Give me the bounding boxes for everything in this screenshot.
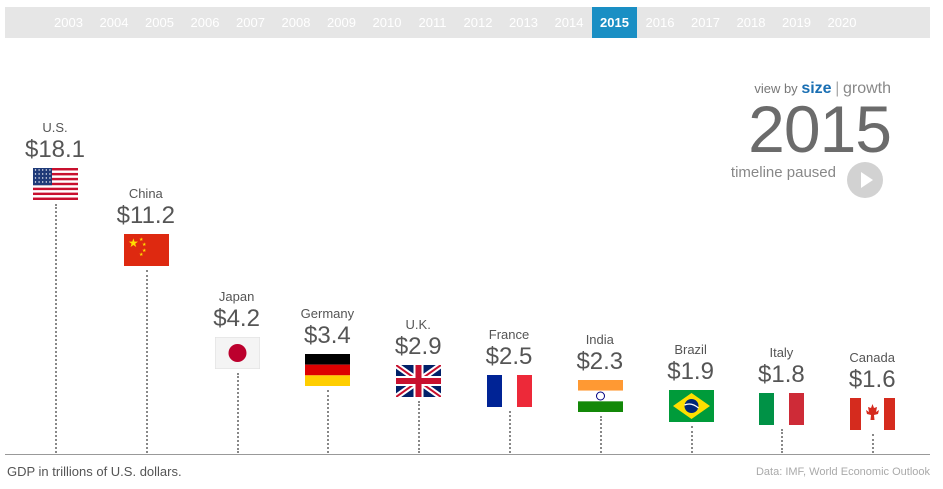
france-flag[interactable] <box>487 375 533 407</box>
view-by-size-option[interactable]: size <box>801 80 832 97</box>
year-2018[interactable]: 2018 <box>736 15 766 30</box>
country-name: India <box>585 332 614 347</box>
svg-text:★: ★ <box>139 237 144 243</box>
year-2008[interactable]: 2008 <box>281 15 311 30</box>
gdp-value-label: $2.9 <box>394 333 442 360</box>
svg-text:★: ★ <box>139 252 144 258</box>
year-2016[interactable]: 2016 <box>645 15 675 30</box>
year-2011[interactable]: 2011 <box>418 15 447 30</box>
country-name: Brazil <box>674 342 707 357</box>
dotted-stem <box>690 426 693 453</box>
svg-text:★: ★ <box>142 242 147 248</box>
year-2010[interactable]: 2010 <box>372 15 402 30</box>
timeline-status: timeline paused <box>730 164 836 181</box>
current-year-display: 2015 <box>748 92 892 166</box>
india-flag[interactable] <box>577 380 623 413</box>
data-source: Data: IMF, World Economic Outlook <box>755 466 930 478</box>
year-timeline: 2003 2004 2005 2006 2007 2008 2009 2010 2011 2012… <box>5 7 930 38</box>
year-2019[interactable]: 2019 <box>782 15 811 30</box>
year-2006[interactable]: 2006 <box>190 15 220 30</box>
china-flag[interactable]: ★ ★ ★ ★ ★ <box>123 234 169 266</box>
gdp-value-label: $1.9 <box>667 358 714 385</box>
country-name: France <box>488 327 530 342</box>
gdp-value-label: $4.2 <box>213 305 260 332</box>
country-name: Italy <box>769 345 794 360</box>
year-2013[interactable]: 2013 <box>509 15 538 30</box>
dotted-stem <box>509 411 511 453</box>
view-by-label: view by <box>754 81 798 96</box>
italy-flag[interactable] <box>759 393 805 425</box>
dotted-stem <box>872 434 875 453</box>
country-name: Canada <box>849 350 895 365</box>
year-2003[interactable]: 2003 <box>54 15 83 30</box>
year-2012[interactable]: 2012 <box>463 15 493 30</box>
year-2014[interactable]: 2014 <box>554 15 584 30</box>
dotted-stem <box>55 204 57 453</box>
country-name: China <box>128 186 163 201</box>
country-name: Germany <box>300 306 355 321</box>
play-button[interactable] <box>847 162 883 198</box>
dotted-stem <box>145 270 148 453</box>
gdp-value-label: $1.8 <box>758 361 805 388</box>
svg-text:★: ★ <box>128 236 139 250</box>
us-flag[interactable] <box>33 168 78 201</box>
chart-baseline <box>5 454 930 455</box>
gdp-value-label: $1.6 <box>848 366 896 393</box>
gdp-value-label: $18.1 <box>24 136 86 163</box>
year-2005[interactable]: 2005 <box>145 15 174 30</box>
view-by-toggle: view by size | growth <box>754 80 891 98</box>
dotted-stem <box>327 390 330 453</box>
play-icon <box>861 172 873 188</box>
gdp-value-label: $11.2 <box>116 202 175 229</box>
year-2015[interactable]: 2015 <box>592 7 637 38</box>
canada-flag[interactable] <box>850 398 896 430</box>
view-by-growth-option[interactable]: growth <box>842 80 891 97</box>
country-name: U.S. <box>42 120 68 135</box>
gdp-value-label: $3.4 <box>304 322 351 349</box>
view-by-separator: | <box>835 80 840 97</box>
dotted-stem <box>236 373 239 453</box>
country-name: U.K. <box>405 317 431 332</box>
dotted-stem <box>418 401 421 453</box>
japan-flag[interactable] <box>214 336 261 370</box>
year-2009[interactable]: 2009 <box>327 15 356 30</box>
dotted-stem <box>781 429 784 453</box>
svg-text:★: ★ <box>142 248 147 254</box>
gdp-value-label: $2.3 <box>576 348 624 375</box>
germany-flag[interactable] <box>305 354 351 387</box>
year-2017[interactable]: 2017 <box>691 15 720 30</box>
dotted-stem <box>599 416 602 453</box>
year-2007[interactable]: 2007 <box>236 15 265 30</box>
year-2004[interactable]: 2004 <box>99 15 129 30</box>
uk-flag[interactable] <box>394 362 443 400</box>
brazil-flag[interactable] <box>668 390 714 422</box>
axis-note: GDP in trillions of U.S. dollars. <box>7 464 182 479</box>
year-2020[interactable]: 2020 <box>827 15 857 30</box>
country-name: Japan <box>218 289 255 304</box>
gdp-value-label: $2.5 <box>485 343 533 370</box>
